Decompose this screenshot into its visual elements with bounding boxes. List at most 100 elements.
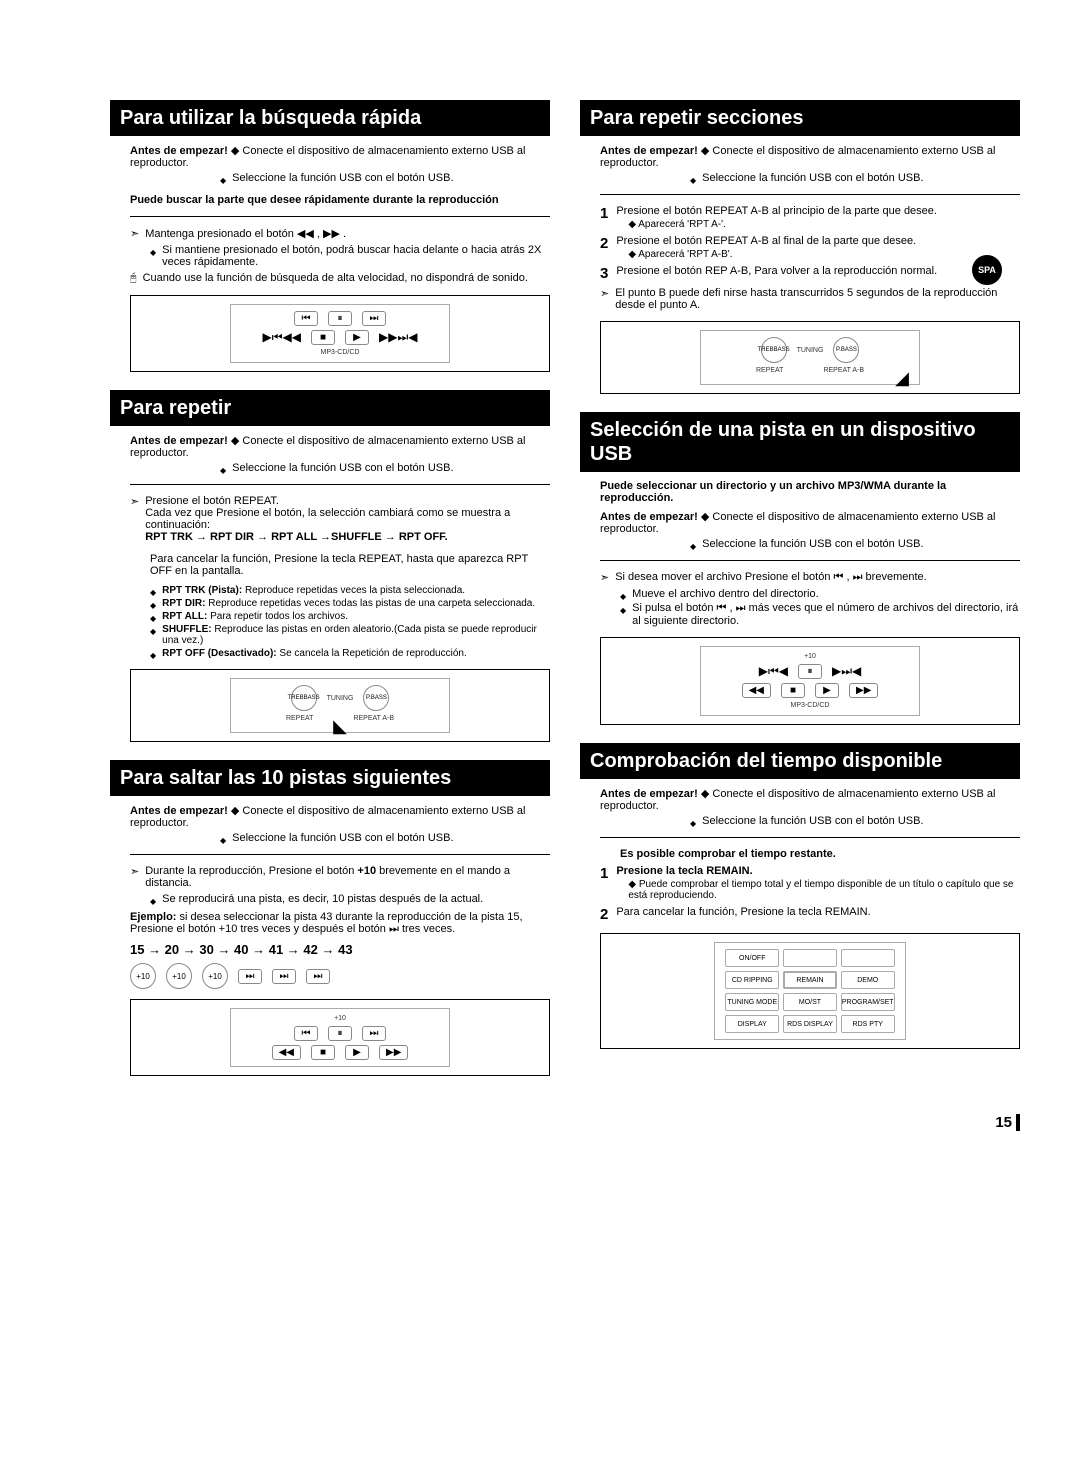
divider (130, 216, 550, 217)
plus10-btn-icon: +10 (202, 963, 228, 989)
prev-track-icon: ⏮ (294, 311, 318, 326)
remote-tuningmode: TUNING MODE (725, 993, 779, 1011)
play-icon: ▶ (815, 683, 839, 698)
search-bold: Puede buscar la parte que desee rápidame… (130, 194, 550, 206)
panel-s6: ON/OFF CD RIPPING REMAIN DEMO TUNING MOD… (600, 933, 1020, 1049)
play-icon: ▶ (345, 1045, 369, 1060)
during-playback: ➣ Durante la reproducción, Presione el b… (130, 865, 550, 889)
section-header-search: Para utilizar la búsqueda rápida (110, 100, 550, 136)
select-usb-s4: Seleccione la función USB con el botón U… (690, 172, 1020, 184)
step-2-s6: 2Para cancelar la función, Presione la t… (600, 906, 1020, 923)
trebbass-icon: TREBBASS (761, 337, 787, 363)
next-icon: ⏭ (238, 969, 262, 984)
page-number: 15 (989, 1114, 1020, 1131)
pbass-icon: P.BASS (833, 337, 859, 363)
rew-icon: ◀◀ (272, 1045, 301, 1060)
cancel-repeat: Para cancelar la función, Presione la te… (150, 553, 550, 577)
plus10-label: +10 (804, 653, 816, 660)
prev-indicator-icon: ▶⏮◀ (759, 664, 788, 679)
language-badge: SPA (972, 255, 1002, 285)
move-sub: Mueve el archivo dentro del directorio. (620, 588, 1020, 600)
divider (130, 484, 550, 485)
before-start-s5: Antes de empezar! ◆ Conecte el dispositi… (600, 510, 1020, 535)
trebbass-icon: TREBBASS (291, 685, 317, 711)
before-start-s3: Antes de empezar! ◆ Conecte el dispositi… (130, 804, 550, 829)
select-usb-s1: Seleccione la función USB con el botón U… (220, 172, 550, 184)
rpt-all: RPT ALL: Para repetir todos los archivos… (150, 611, 550, 622)
panel-s2: TREBBASS TUNING P.BASS REPEAT REPEAT A-B… (130, 669, 550, 742)
section-header-repeat: Para repetir (110, 390, 550, 426)
next-track-icon: ⏭ (362, 311, 386, 326)
pause-icon: ⏸ (328, 1026, 352, 1041)
remote-rdsdisplay: RDS DISPLAY (783, 1015, 837, 1033)
remote-remain: REMAIN (783, 971, 837, 989)
repeat-label: REPEAT (756, 367, 784, 374)
hold-button-line: ➣ Mantenga presionado el botón ◀◀ , ▶▶ . (130, 227, 550, 240)
remote-onoff: ON/OFF (725, 949, 779, 967)
move-file: ➣ Si desea mover el archivo Presione el … (600, 571, 1020, 584)
pause-icon: ⏸ (328, 311, 352, 326)
rpt-trk: RPT TRK (Pista): Reproduce repetidas vec… (150, 585, 550, 596)
remote-demo: DEMO (841, 971, 895, 989)
keep-pressed: Si mantiene presionado el botón, podrá b… (150, 244, 550, 268)
panel-s3: +10 ⏮ ⏸ ⏭ ◀◀ ■ ▶ ▶▶ (130, 999, 550, 1076)
panel-s4: TREBBASS TUNING P.BASS REPEAT REPEAT A-B… (600, 321, 1020, 394)
repeat-label: REPEAT (286, 715, 314, 722)
stop-icon: ■ (311, 1045, 335, 1060)
select-usb-s3: Seleccione la función USB con el botón U… (220, 832, 550, 844)
fwd-icon: ▶▶ (379, 1045, 408, 1060)
stop-icon: ■ (311, 330, 335, 345)
panel-s5: +10 ▶⏮◀ ⏸ ▶⏭◀ ◀◀ ■ ▶ ▶▶ MP3-CD/CD (600, 637, 1020, 725)
rew-icon: ◀◀ (742, 683, 771, 698)
skip-button-row: +10 +10 +10 ⏭ ⏭ ⏭ (130, 963, 550, 989)
remote-display: DISPLAY (725, 1015, 779, 1033)
divider (600, 560, 1020, 561)
remote-cdripping: CD RIPPING (725, 971, 779, 989)
prev-icon: ⏮ (294, 1026, 318, 1041)
before-start-s6: Antes de empezar! ◆ Conecte el dispositi… (600, 787, 1020, 812)
panel-label-s5: MP3-CD/CD (791, 702, 830, 709)
stop-icon: ■ (781, 683, 805, 698)
tuning-label: TUNING (797, 347, 824, 354)
next-icon: ⏭ (362, 1026, 386, 1041)
next-icon: ⏭ (306, 969, 330, 984)
divider (130, 854, 550, 855)
pause-icon: ⏸ (798, 664, 822, 679)
step-2-s4: 2Presione el botón REPEAT A-B al final d… (600, 235, 1020, 260)
panel-s1: ⏮ ⏸ ⏭ ▶⏮◀◀ ■ ▶ ▶▶⏭◀ MP3-CD/CD (130, 295, 550, 372)
next-indicator-icon: ▶⏭◀ (832, 664, 861, 679)
panel-label-s1: MP3-CD/CD (321, 349, 360, 356)
rew-indicator-icon: ▶⏮◀◀ (263, 330, 302, 345)
remote-rdspty: RDS PTY (841, 1015, 895, 1033)
repeat-ab-label: REPEAT A-B (823, 367, 864, 374)
before-start-s2: Antes de empezar! ◆ Conecte el dispositi… (130, 434, 550, 459)
rpt-dir: RPT DIR: Reproduce repetidas veces todas… (150, 598, 550, 609)
play-icon: ▶ (345, 330, 369, 345)
skip-sequence: 15 → 20 → 30 → 40 → 41 → 42 → 43 (130, 942, 550, 957)
section-header-skip10: Para saltar las 10 pistas siguientes (110, 760, 550, 796)
divider (600, 837, 1020, 838)
step-3-s4: 3Presione el botón REP A-B, Para volver … (600, 265, 1020, 282)
no-sound-line: 🖰 Cuando use la función de búsqueda de a… (130, 272, 550, 285)
remote-programset: PROGRAM/SET (841, 993, 895, 1011)
skip10-desc: Se reproducirá una pista, es decir, 10 p… (150, 893, 550, 905)
fwd-indicator-icon: ▶▶⏭◀ (379, 330, 418, 345)
section-header-time: Comprobación del tiempo disponible (580, 743, 1020, 779)
plus10-btn-icon: +10 (130, 963, 156, 989)
remote-blank (783, 949, 837, 967)
select-usb-s2: Seleccione la función USB con el botón U… (220, 462, 550, 474)
remote-blank (841, 949, 895, 967)
press-repeat: ➣ Presione el botón REPEAT. Cada vez que… (130, 495, 550, 543)
plus10-label: +10 (334, 1015, 346, 1022)
before-start-s4: Antes de empezar! ◆ Conecte el dispositi… (600, 144, 1020, 169)
press-more: Si pulsa el botón ⏮ , ⏭ más veces que el… (620, 602, 1020, 627)
usb-bold: Puede seleccionar un directorio y un arc… (600, 480, 1020, 504)
next-icon: ⏭ (272, 969, 296, 984)
fwd-icon: ▶▶ (849, 683, 878, 698)
section-header-usb-track: Selección de una pista en un dispositivo… (580, 412, 1020, 472)
pbass-icon: P.BASS (363, 685, 389, 711)
select-usb-s5: Seleccione la función USB con el botón U… (690, 538, 1020, 550)
step-1-s4: 1Presione el botón REPEAT A-B al princip… (600, 205, 1020, 230)
example-line: Ejemplo: si desea seleccionar la pista 4… (130, 911, 550, 936)
select-usb-s6: Seleccione la función USB con el botón U… (690, 815, 1020, 827)
